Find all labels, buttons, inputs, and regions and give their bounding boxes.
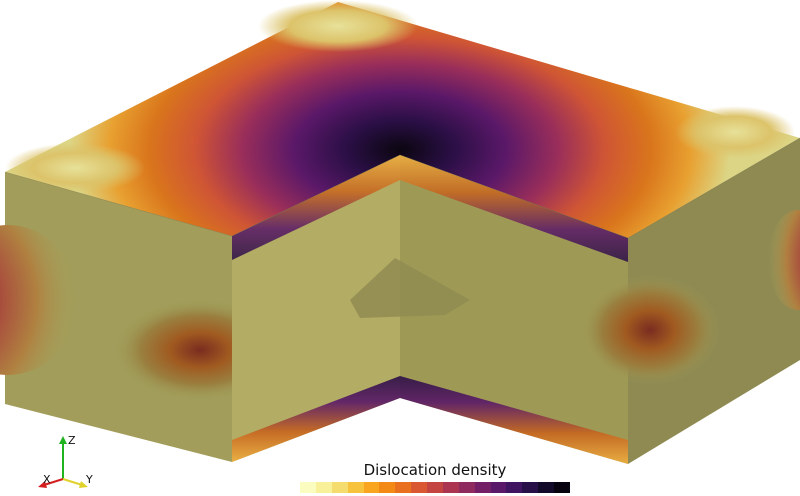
colorbar-swatch bbox=[442, 482, 459, 493]
y-axis-line bbox=[62, 478, 83, 486]
colorbar bbox=[300, 482, 570, 493]
y-axis-label: Y bbox=[85, 473, 93, 486]
z-axis-arrow bbox=[59, 436, 67, 444]
y-axis-arrow bbox=[79, 481, 88, 488]
right-side-face bbox=[628, 138, 800, 464]
colorbar-swatch bbox=[315, 482, 332, 493]
colorbar-swatch bbox=[363, 482, 380, 493]
colorbar-swatch bbox=[474, 482, 491, 493]
left-edge-hotspot bbox=[0, 225, 78, 375]
z-axis-label: Z bbox=[68, 436, 76, 447]
axes-orientation-triad: Z X Y bbox=[38, 436, 93, 488]
x-axis-line bbox=[43, 478, 64, 486]
right-edge-hotspot bbox=[768, 210, 800, 310]
colorbar-title: Dislocation density bbox=[363, 461, 507, 479]
colorbar-swatch bbox=[506, 482, 523, 493]
colorbar-swatch bbox=[458, 482, 475, 493]
x-axis-arrow bbox=[38, 481, 47, 488]
seam-bottom-right bbox=[400, 376, 628, 464]
top-light-spot-back bbox=[258, 0, 418, 52]
right-side-hotspot bbox=[580, 275, 720, 385]
colorbar-swatch bbox=[411, 482, 427, 493]
top-light-spot-right bbox=[675, 106, 795, 158]
colorbar-swatch bbox=[490, 482, 507, 493]
colorbar-swatch bbox=[427, 482, 443, 493]
block-edges bbox=[4, 137, 800, 239]
colorbar-swatch bbox=[300, 482, 316, 493]
seam-top-left bbox=[232, 155, 400, 260]
colorbar-swatch bbox=[395, 482, 412, 493]
seam-top-right bbox=[400, 155, 628, 262]
colorbar-swatch bbox=[347, 482, 364, 493]
colorbar-swatch bbox=[522, 482, 539, 493]
colorbar-swatch bbox=[538, 482, 554, 493]
colorbar-swatch bbox=[379, 482, 396, 493]
top-face bbox=[5, 2, 800, 238]
top-light-spot-left bbox=[5, 143, 145, 193]
inner-center-patch bbox=[350, 258, 470, 318]
x-axis-label: X bbox=[43, 473, 51, 486]
seam-bottom-left bbox=[232, 376, 400, 462]
colorbar-swatch bbox=[331, 482, 348, 493]
colorbar-swatch bbox=[554, 482, 570, 493]
